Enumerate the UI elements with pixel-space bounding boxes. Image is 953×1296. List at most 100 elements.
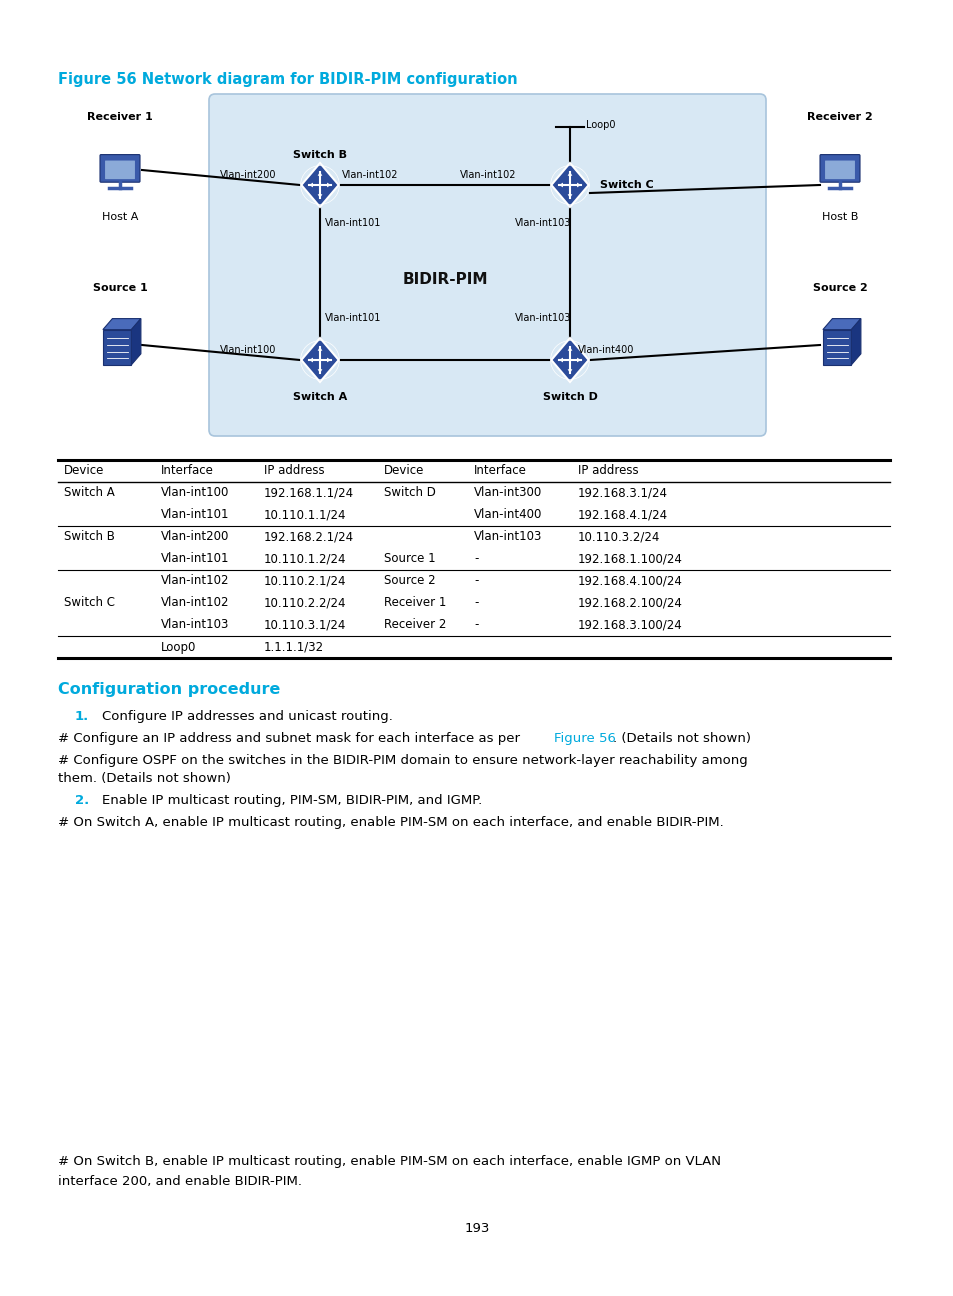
Text: Vlan-int103: Vlan-int103 bbox=[161, 618, 229, 631]
Polygon shape bbox=[558, 183, 562, 188]
Text: -: - bbox=[474, 618, 477, 631]
Polygon shape bbox=[327, 358, 331, 363]
FancyBboxPatch shape bbox=[100, 154, 140, 183]
Text: 192.168.3.100/24: 192.168.3.100/24 bbox=[578, 618, 682, 631]
Text: 192.168.2.1/24: 192.168.2.1/24 bbox=[264, 530, 354, 543]
FancyBboxPatch shape bbox=[209, 95, 765, 435]
Polygon shape bbox=[577, 183, 580, 188]
Text: -: - bbox=[474, 552, 477, 565]
Text: Vlan-int101: Vlan-int101 bbox=[161, 508, 230, 521]
Text: BIDIR-PIM: BIDIR-PIM bbox=[402, 272, 487, 288]
Text: -: - bbox=[474, 596, 477, 609]
Text: Switch D: Switch D bbox=[384, 486, 436, 499]
Polygon shape bbox=[567, 347, 572, 351]
Text: # On Switch B, enable IP multicast routing, enable PIM-SM on each interface, ena: # On Switch B, enable IP multicast routi… bbox=[58, 1155, 720, 1168]
Text: Vlan-int103: Vlan-int103 bbox=[515, 314, 571, 323]
Text: Vlan-int102: Vlan-int102 bbox=[161, 574, 230, 587]
Text: 10.110.1.1/24: 10.110.1.1/24 bbox=[264, 508, 346, 521]
Text: IP address: IP address bbox=[578, 464, 638, 477]
Text: Vlan-int102: Vlan-int102 bbox=[161, 596, 230, 609]
Polygon shape bbox=[567, 194, 572, 198]
Polygon shape bbox=[822, 329, 850, 364]
Text: Enable IP multicast routing, PIM-SM, BIDIR-PIM, and IGMP.: Enable IP multicast routing, PIM-SM, BID… bbox=[102, 794, 482, 807]
Polygon shape bbox=[551, 163, 588, 207]
Polygon shape bbox=[317, 347, 322, 351]
Text: Source 2: Source 2 bbox=[384, 574, 436, 587]
Polygon shape bbox=[309, 358, 313, 363]
FancyBboxPatch shape bbox=[824, 161, 854, 179]
Text: Host B: Host B bbox=[821, 213, 858, 222]
Polygon shape bbox=[327, 183, 331, 188]
Polygon shape bbox=[103, 329, 132, 364]
Text: 10.110.1.2/24: 10.110.1.2/24 bbox=[264, 552, 346, 565]
Text: Receiver 1: Receiver 1 bbox=[384, 596, 446, 609]
Text: Vlan-int400: Vlan-int400 bbox=[578, 345, 634, 355]
Text: . (Details not shown): . (Details not shown) bbox=[613, 732, 750, 745]
Text: Source 1: Source 1 bbox=[384, 552, 436, 565]
Text: Vlan-int102: Vlan-int102 bbox=[459, 170, 516, 180]
Polygon shape bbox=[567, 369, 572, 373]
Polygon shape bbox=[317, 172, 322, 176]
Text: Switch A: Switch A bbox=[64, 486, 114, 499]
Text: Switch A: Switch A bbox=[293, 391, 347, 402]
Polygon shape bbox=[822, 319, 860, 329]
Text: 1.1.1.1/32: 1.1.1.1/32 bbox=[264, 640, 324, 653]
Polygon shape bbox=[309, 183, 313, 188]
Text: Vlan-int103: Vlan-int103 bbox=[474, 530, 542, 543]
Polygon shape bbox=[103, 319, 141, 329]
Text: Vlan-int101: Vlan-int101 bbox=[161, 552, 230, 565]
Polygon shape bbox=[132, 319, 141, 364]
Text: 192.168.3.1/24: 192.168.3.1/24 bbox=[578, 486, 667, 499]
Polygon shape bbox=[317, 369, 322, 373]
Text: 10.110.3.2/24: 10.110.3.2/24 bbox=[578, 530, 659, 543]
Text: Switch C: Switch C bbox=[599, 180, 653, 191]
Text: interface 200, and enable BIDIR-PIM.: interface 200, and enable BIDIR-PIM. bbox=[58, 1175, 302, 1188]
Text: Vlan-int102: Vlan-int102 bbox=[341, 170, 398, 180]
Polygon shape bbox=[567, 172, 572, 176]
FancyBboxPatch shape bbox=[820, 154, 859, 183]
Text: 192.168.4.100/24: 192.168.4.100/24 bbox=[578, 574, 682, 587]
Text: 192.168.1.100/24: 192.168.1.100/24 bbox=[578, 552, 682, 565]
Text: # On Switch A, enable IP multicast routing, enable PIM-SM on each interface, and: # On Switch A, enable IP multicast routi… bbox=[58, 816, 723, 829]
Text: Loop0: Loop0 bbox=[585, 121, 615, 130]
Text: 193: 193 bbox=[464, 1222, 489, 1235]
Text: Vlan-int300: Vlan-int300 bbox=[474, 486, 541, 499]
Text: Device: Device bbox=[64, 464, 104, 477]
Text: Vlan-int400: Vlan-int400 bbox=[474, 508, 542, 521]
Text: # Configure OSPF on the switches in the BIDIR-PIM domain to ensure network-layer: # Configure OSPF on the switches in the … bbox=[58, 754, 747, 767]
Text: 192.168.4.1/24: 192.168.4.1/24 bbox=[578, 508, 667, 521]
Text: Configuration procedure: Configuration procedure bbox=[58, 682, 280, 697]
Text: -: - bbox=[474, 574, 477, 587]
Polygon shape bbox=[301, 338, 338, 382]
Text: 192.168.2.100/24: 192.168.2.100/24 bbox=[578, 596, 682, 609]
Text: IP address: IP address bbox=[264, 464, 324, 477]
Text: Vlan-int101: Vlan-int101 bbox=[325, 218, 381, 228]
Polygon shape bbox=[551, 338, 588, 382]
Text: Vlan-int101: Vlan-int101 bbox=[325, 314, 381, 323]
Text: Interface: Interface bbox=[474, 464, 526, 477]
Text: Device: Device bbox=[384, 464, 424, 477]
Text: Figure 56 Network diagram for BIDIR-PIM configuration: Figure 56 Network diagram for BIDIR-PIM … bbox=[58, 73, 517, 87]
Text: Source 1: Source 1 bbox=[92, 283, 147, 293]
Text: Source 2: Source 2 bbox=[812, 283, 866, 293]
Text: 2.: 2. bbox=[75, 794, 90, 807]
Text: Switch D: Switch D bbox=[542, 391, 597, 402]
Text: Configure IP addresses and unicast routing.: Configure IP addresses and unicast routi… bbox=[102, 710, 393, 723]
Text: Switch B: Switch B bbox=[64, 530, 114, 543]
Polygon shape bbox=[577, 358, 580, 363]
Text: 10.110.2.1/24: 10.110.2.1/24 bbox=[264, 574, 346, 587]
Text: Vlan-int100: Vlan-int100 bbox=[161, 486, 229, 499]
Text: Host A: Host A bbox=[102, 213, 138, 222]
Text: 10.110.3.1/24: 10.110.3.1/24 bbox=[264, 618, 346, 631]
Text: 10.110.2.2/24: 10.110.2.2/24 bbox=[264, 596, 346, 609]
Text: Vlan-int100: Vlan-int100 bbox=[220, 345, 276, 355]
Text: Switch C: Switch C bbox=[64, 596, 115, 609]
Text: Figure 56: Figure 56 bbox=[554, 732, 616, 745]
Text: Receiver 1: Receiver 1 bbox=[87, 111, 152, 122]
Text: # Configure an IP address and subnet mask for each interface as per: # Configure an IP address and subnet mas… bbox=[58, 732, 524, 745]
Polygon shape bbox=[558, 358, 562, 363]
Text: Vlan-int200: Vlan-int200 bbox=[161, 530, 229, 543]
Text: Vlan-int103: Vlan-int103 bbox=[515, 218, 571, 228]
Polygon shape bbox=[301, 163, 338, 207]
Text: them. (Details not shown): them. (Details not shown) bbox=[58, 772, 231, 785]
